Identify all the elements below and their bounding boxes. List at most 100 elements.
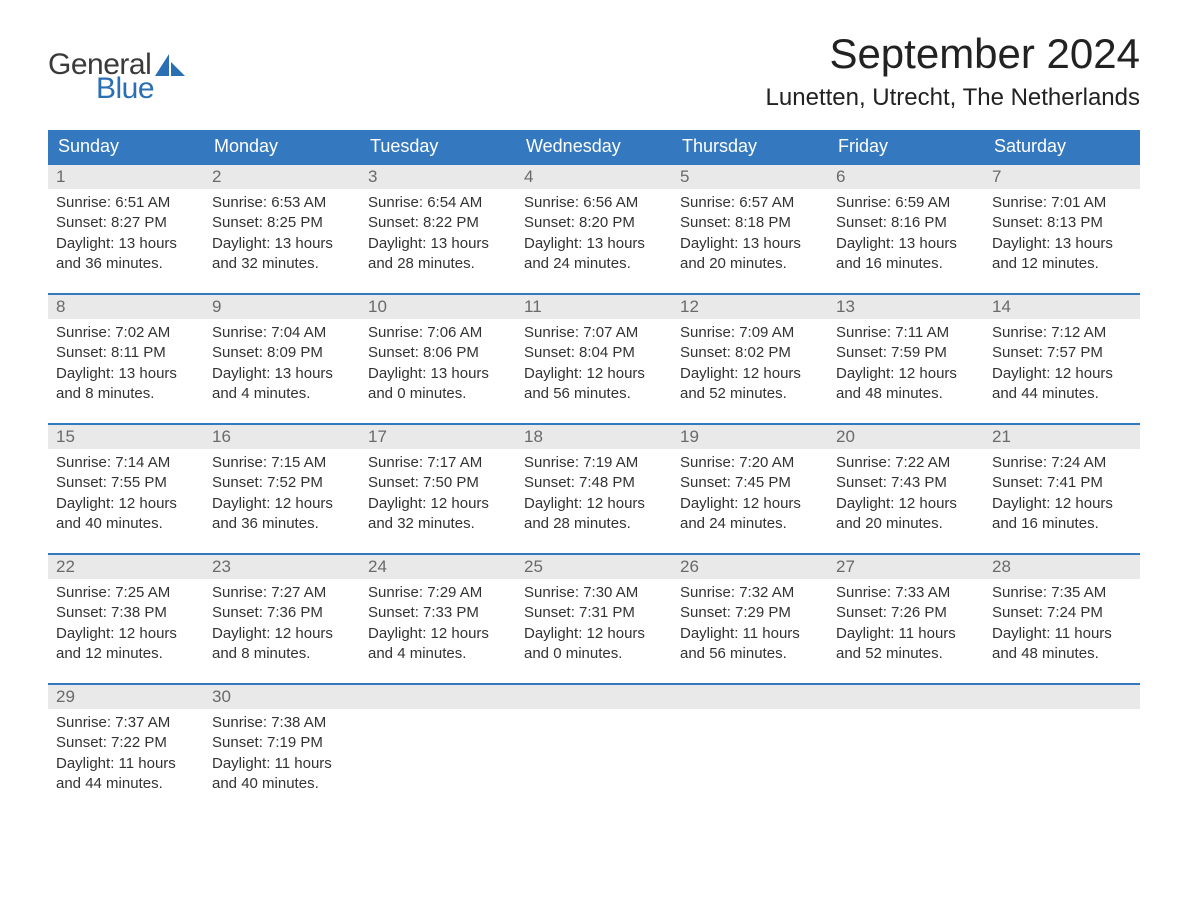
empty-day-header [984, 685, 1140, 709]
sunrise-line: Sunrise: 6:51 AM [56, 193, 196, 213]
day-cell: 28Sunrise: 7:35 AMSunset: 7:24 PMDayligh… [984, 555, 1140, 683]
daylight-line: Daylight: 12 hours and 8 minutes. [212, 624, 352, 665]
day-number: 15 [48, 425, 204, 449]
day-body: Sunrise: 7:01 AMSunset: 8:13 PMDaylight:… [984, 189, 1140, 282]
sunrise-line: Sunrise: 7:20 AM [680, 453, 820, 473]
day-cell: 2Sunrise: 6:53 AMSunset: 8:25 PMDaylight… [204, 165, 360, 293]
day-cell: 5Sunrise: 6:57 AMSunset: 8:18 PMDaylight… [672, 165, 828, 293]
day-body: Sunrise: 7:35 AMSunset: 7:24 PMDaylight:… [984, 579, 1140, 672]
sunset-line: Sunset: 8:25 PM [212, 213, 352, 233]
daylight-line: Daylight: 12 hours and 12 minutes. [56, 624, 196, 665]
day-body: Sunrise: 7:04 AMSunset: 8:09 PMDaylight:… [204, 319, 360, 412]
day-number: 5 [672, 165, 828, 189]
day-cell: 30Sunrise: 7:38 AMSunset: 7:19 PMDayligh… [204, 685, 360, 813]
header-friday: Friday [828, 130, 984, 163]
calendar: Sunday Monday Tuesday Wednesday Thursday… [48, 130, 1140, 813]
daylight-line: Daylight: 12 hours and 44 minutes. [992, 364, 1132, 405]
daylight-line: Daylight: 12 hours and 24 minutes. [680, 494, 820, 535]
header-tuesday: Tuesday [360, 130, 516, 163]
day-number: 30 [204, 685, 360, 709]
day-cell: 19Sunrise: 7:20 AMSunset: 7:45 PMDayligh… [672, 425, 828, 553]
page-subtitle: Lunetten, Utrecht, The Netherlands [766, 84, 1140, 112]
top-bar: General Blue September 2024 Lunetten, Ut… [48, 30, 1140, 112]
sunrise-line: Sunrise: 6:54 AM [368, 193, 508, 213]
day-body: Sunrise: 7:33 AMSunset: 7:26 PMDaylight:… [828, 579, 984, 672]
day-cell: 9Sunrise: 7:04 AMSunset: 8:09 PMDaylight… [204, 295, 360, 423]
sunrise-line: Sunrise: 7:17 AM [368, 453, 508, 473]
day-cell: 7Sunrise: 7:01 AMSunset: 8:13 PMDaylight… [984, 165, 1140, 293]
sunset-line: Sunset: 7:24 PM [992, 603, 1132, 623]
daylight-line: Daylight: 12 hours and 48 minutes. [836, 364, 976, 405]
sunset-line: Sunset: 8:22 PM [368, 213, 508, 233]
sunset-line: Sunset: 7:48 PM [524, 473, 664, 493]
sunrise-line: Sunrise: 7:35 AM [992, 583, 1132, 603]
day-body: Sunrise: 7:30 AMSunset: 7:31 PMDaylight:… [516, 579, 672, 672]
sunset-line: Sunset: 7:26 PM [836, 603, 976, 623]
sunset-line: Sunset: 7:45 PM [680, 473, 820, 493]
sunrise-line: Sunrise: 7:38 AM [212, 713, 352, 733]
day-number: 8 [48, 295, 204, 319]
daylight-line: Daylight: 13 hours and 4 minutes. [212, 364, 352, 405]
day-number: 26 [672, 555, 828, 579]
day-number: 6 [828, 165, 984, 189]
sunset-line: Sunset: 7:29 PM [680, 603, 820, 623]
day-cell [516, 685, 672, 813]
daylight-line: Daylight: 11 hours and 40 minutes. [212, 754, 352, 795]
day-cell: 3Sunrise: 6:54 AMSunset: 8:22 PMDaylight… [360, 165, 516, 293]
sunset-line: Sunset: 7:22 PM [56, 733, 196, 753]
day-cell: 17Sunrise: 7:17 AMSunset: 7:50 PMDayligh… [360, 425, 516, 553]
day-cell: 10Sunrise: 7:06 AMSunset: 8:06 PMDayligh… [360, 295, 516, 423]
day-number: 20 [828, 425, 984, 449]
day-cell: 1Sunrise: 6:51 AMSunset: 8:27 PMDaylight… [48, 165, 204, 293]
day-body: Sunrise: 6:57 AMSunset: 8:18 PMDaylight:… [672, 189, 828, 282]
empty-day-header [516, 685, 672, 709]
title-block: September 2024 Lunetten, Utrecht, The Ne… [766, 30, 1140, 112]
header-saturday: Saturday [984, 130, 1140, 163]
day-cell: 24Sunrise: 7:29 AMSunset: 7:33 PMDayligh… [360, 555, 516, 683]
header-wednesday: Wednesday [516, 130, 672, 163]
week-row: 15Sunrise: 7:14 AMSunset: 7:55 PMDayligh… [48, 423, 1140, 553]
sunset-line: Sunset: 7:50 PM [368, 473, 508, 493]
sunrise-line: Sunrise: 7:19 AM [524, 453, 664, 473]
day-body: Sunrise: 7:17 AMSunset: 7:50 PMDaylight:… [360, 449, 516, 542]
day-cell: 12Sunrise: 7:09 AMSunset: 8:02 PMDayligh… [672, 295, 828, 423]
sunrise-line: Sunrise: 7:22 AM [836, 453, 976, 473]
day-body: Sunrise: 7:12 AMSunset: 7:57 PMDaylight:… [984, 319, 1140, 412]
day-number: 29 [48, 685, 204, 709]
sunset-line: Sunset: 7:36 PM [212, 603, 352, 623]
page-title: September 2024 [766, 30, 1140, 78]
day-number: 11 [516, 295, 672, 319]
day-number: 24 [360, 555, 516, 579]
sunset-line: Sunset: 8:02 PM [680, 343, 820, 363]
sunrise-line: Sunrise: 7:25 AM [56, 583, 196, 603]
logo: General Blue [48, 30, 185, 104]
sunset-line: Sunset: 7:57 PM [992, 343, 1132, 363]
day-cell: 20Sunrise: 7:22 AMSunset: 7:43 PMDayligh… [828, 425, 984, 553]
day-number: 4 [516, 165, 672, 189]
day-body: Sunrise: 7:07 AMSunset: 8:04 PMDaylight:… [516, 319, 672, 412]
sunset-line: Sunset: 7:52 PM [212, 473, 352, 493]
day-cell [360, 685, 516, 813]
day-body: Sunrise: 6:53 AMSunset: 8:25 PMDaylight:… [204, 189, 360, 282]
day-body: Sunrise: 6:54 AMSunset: 8:22 PMDaylight:… [360, 189, 516, 282]
day-number: 14 [984, 295, 1140, 319]
sunset-line: Sunset: 8:04 PM [524, 343, 664, 363]
day-body: Sunrise: 7:37 AMSunset: 7:22 PMDaylight:… [48, 709, 204, 802]
daylight-line: Daylight: 13 hours and 24 minutes. [524, 234, 664, 275]
day-body: Sunrise: 7:27 AMSunset: 7:36 PMDaylight:… [204, 579, 360, 672]
daylight-line: Daylight: 11 hours and 44 minutes. [56, 754, 196, 795]
day-cell: 27Sunrise: 7:33 AMSunset: 7:26 PMDayligh… [828, 555, 984, 683]
day-number: 7 [984, 165, 1140, 189]
empty-day-header [360, 685, 516, 709]
daylight-line: Daylight: 12 hours and 36 minutes. [212, 494, 352, 535]
sunset-line: Sunset: 8:20 PM [524, 213, 664, 233]
day-number: 1 [48, 165, 204, 189]
day-cell: 22Sunrise: 7:25 AMSunset: 7:38 PMDayligh… [48, 555, 204, 683]
day-body: Sunrise: 7:25 AMSunset: 7:38 PMDaylight:… [48, 579, 204, 672]
day-cell [672, 685, 828, 813]
sunrise-line: Sunrise: 7:32 AM [680, 583, 820, 603]
day-body: Sunrise: 7:38 AMSunset: 7:19 PMDaylight:… [204, 709, 360, 802]
day-cell: 25Sunrise: 7:30 AMSunset: 7:31 PMDayligh… [516, 555, 672, 683]
sunrise-line: Sunrise: 7:15 AM [212, 453, 352, 473]
day-cell [984, 685, 1140, 813]
